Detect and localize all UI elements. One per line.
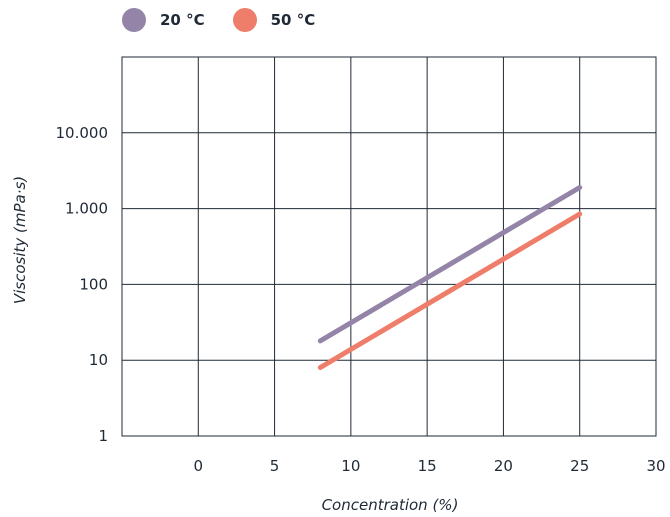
legend-label-20c: 20 °C — [160, 11, 205, 29]
legend-item-20c: 20 °C — [122, 8, 205, 32]
x-tick-label-25: 25 — [570, 457, 589, 475]
legend-marker-20c — [122, 8, 146, 32]
legend-marker-50c — [232, 8, 257, 32]
series-line-20c — [317, 185, 583, 344]
plot-frame — [121, 56, 657, 437]
y-tick-label-10: 10 — [89, 351, 108, 369]
x-tick-label-10: 10 — [341, 457, 360, 475]
x-tick-label-20: 20 — [494, 457, 513, 475]
y-axis-title: Viscosity (mPa·s) — [11, 176, 29, 304]
x-axis-title: Concentration (%) — [322, 496, 459, 514]
series-line-50c — [317, 211, 583, 370]
y-tick-label-10000: 10.000 — [56, 124, 109, 142]
y-tick-labels: 1 10 100 1.000 10.000 — [56, 124, 109, 445]
x-tick-labels: 0 5 10 15 20 25 30 — [194, 457, 666, 475]
x-tick-label-5: 5 — [270, 457, 280, 475]
y-tick-label-100: 100 — [79, 275, 108, 293]
legend-label-50c: 50 °C — [270, 11, 316, 29]
legend-item-50c: 50 °C — [232, 8, 316, 32]
y-tick-label-1: 1 — [98, 427, 108, 445]
series-lines — [317, 185, 583, 370]
grid — [121, 56, 657, 437]
chart-legend: 20 °C 50 °C — [122, 8, 315, 32]
x-tick-label-0: 0 — [194, 457, 204, 475]
x-tick-label-15: 15 — [418, 457, 437, 475]
x-tick-label-30: 30 — [646, 457, 665, 475]
y-tick-label-1000: 1.000 — [65, 200, 108, 218]
